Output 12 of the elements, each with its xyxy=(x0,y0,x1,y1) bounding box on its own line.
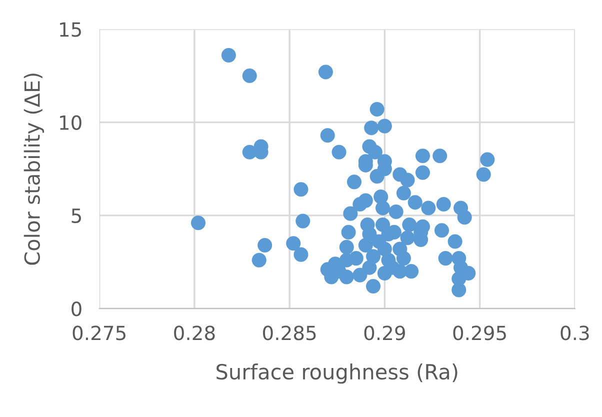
x-tick-label: 0.275 xyxy=(72,326,126,340)
y-tick-label: 0 xyxy=(72,302,82,316)
y-tick-label: 5 xyxy=(72,208,81,224)
x-tick-label: 0.28 xyxy=(174,326,215,340)
x-axis-title: Surface roughness (Ra) xyxy=(216,364,458,384)
x-tick-label: 0.29 xyxy=(364,326,405,340)
x-tick-label: 0.3 xyxy=(560,326,589,340)
x-tick-label: 0.295 xyxy=(453,326,506,340)
x-tick-label: 0.285 xyxy=(263,326,316,340)
y-tick-label: 10 xyxy=(60,115,82,130)
y-tick-label: 15 xyxy=(60,22,81,37)
y-axis-title: Color stability (ΔE) xyxy=(24,74,44,265)
